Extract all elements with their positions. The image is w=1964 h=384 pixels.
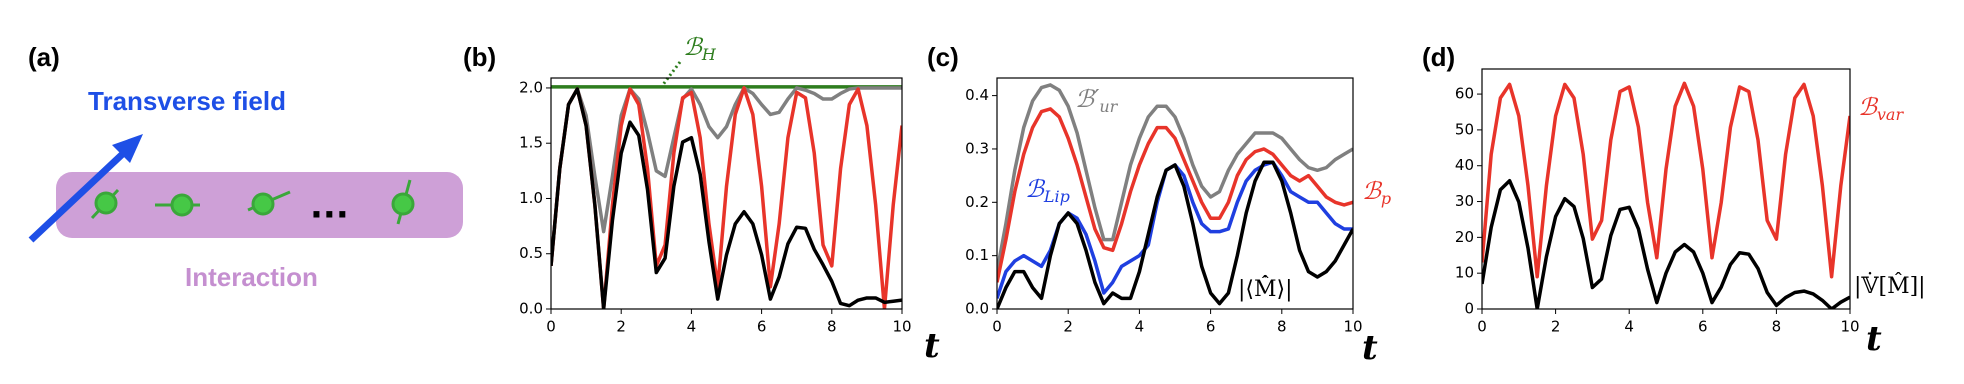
panel-label: (a) bbox=[28, 42, 60, 72]
ellipsis: ... bbox=[310, 187, 349, 227]
x-tick-label: 2 bbox=[1063, 318, 1073, 336]
x-axis-label: t bbox=[924, 326, 940, 366]
y-tick-label: 50 bbox=[1455, 120, 1474, 138]
y-tick-label: 0.0 bbox=[519, 300, 543, 318]
series-line bbox=[551, 86, 902, 309]
y-tick-label: 60 bbox=[1455, 85, 1474, 103]
panel-label: (c) bbox=[927, 42, 959, 72]
field-arrow bbox=[28, 144, 133, 243]
x-tick-label: 10 bbox=[892, 318, 911, 336]
y-tick-label: 0.4 bbox=[965, 86, 989, 104]
y-tick-label: 0.1 bbox=[965, 246, 989, 264]
x-tick-label: 4 bbox=[687, 318, 697, 336]
x-tick-label: 6 bbox=[1206, 318, 1216, 336]
y-tick-label: 1.0 bbox=[519, 189, 543, 207]
y-tick-label: 1.5 bbox=[519, 134, 543, 152]
plot-area bbox=[997, 83, 1353, 309]
x-tick-label: 6 bbox=[757, 318, 767, 336]
series-label: ℬp bbox=[1362, 177, 1391, 208]
x-axis-label: t bbox=[1866, 319, 1882, 359]
axes-frame bbox=[996, 77, 1354, 310]
y-tick-label: 10 bbox=[1455, 264, 1474, 282]
series-label: ℬH bbox=[683, 33, 717, 64]
series-label: |𝕍̇[M̂]| bbox=[1854, 271, 1926, 299]
annotation-pointer bbox=[660, 61, 682, 87]
panel-label: (d) bbox=[1422, 42, 1455, 72]
plot-area bbox=[1482, 81, 1850, 309]
axes-frame bbox=[550, 77, 903, 310]
series-line bbox=[1482, 179, 1850, 309]
axes-frame bbox=[1481, 68, 1851, 310]
series-label: ℬvar bbox=[1858, 93, 1904, 124]
y-tick-label: 0.5 bbox=[519, 244, 543, 262]
x-tick-label: 2 bbox=[1551, 318, 1561, 336]
x-tick-label: 8 bbox=[1277, 318, 1287, 336]
series-line bbox=[1482, 81, 1850, 279]
spins bbox=[90, 179, 415, 225]
series-label: |⟨M̂̇⟩| bbox=[1238, 274, 1293, 302]
plot-area bbox=[551, 85, 902, 309]
x-tick-label: 0 bbox=[546, 318, 556, 336]
y-tick-label: 0.3 bbox=[965, 139, 989, 157]
series-line bbox=[997, 107, 1353, 283]
x-tick-label: 4 bbox=[1624, 318, 1634, 336]
x-tick-label: 0 bbox=[1477, 318, 1487, 336]
x-tick-label: 4 bbox=[1135, 318, 1145, 336]
y-tick-label: 0 bbox=[1464, 300, 1474, 318]
y-tick-label: 2.0 bbox=[519, 78, 543, 96]
field-label: Transverse field bbox=[88, 86, 286, 116]
x-tick-label: 2 bbox=[616, 318, 626, 336]
x-tick-label: 10 bbox=[1840, 318, 1859, 336]
series-line bbox=[997, 83, 1353, 272]
y-tick-label: 40 bbox=[1455, 156, 1474, 174]
panel-label: (b) bbox=[463, 42, 496, 72]
x-tick-label: 0 bbox=[992, 318, 1002, 336]
series-line bbox=[551, 86, 902, 267]
y-tick-label: 0.2 bbox=[965, 193, 989, 211]
interaction-label: Interaction bbox=[185, 262, 318, 292]
panel-a: (a) Transverse field Interaction ... bbox=[28, 42, 463, 292]
x-tick-label: 8 bbox=[1772, 318, 1782, 336]
x-tick-label: 8 bbox=[827, 318, 837, 336]
x-tick-label: 6 bbox=[1698, 318, 1708, 336]
field-arrowhead bbox=[112, 134, 143, 163]
series-label: ℬLip bbox=[1025, 175, 1070, 206]
series-label: ℬ′ur bbox=[1075, 85, 1119, 116]
x-axis-label: t bbox=[1362, 328, 1378, 368]
y-tick-label: 20 bbox=[1455, 228, 1474, 246]
x-tick-label: 10 bbox=[1343, 318, 1362, 336]
y-tick-label: 30 bbox=[1455, 192, 1474, 210]
series-line bbox=[551, 87, 902, 309]
y-tick-label: 0.0 bbox=[965, 300, 989, 318]
series-line bbox=[997, 160, 1353, 309]
